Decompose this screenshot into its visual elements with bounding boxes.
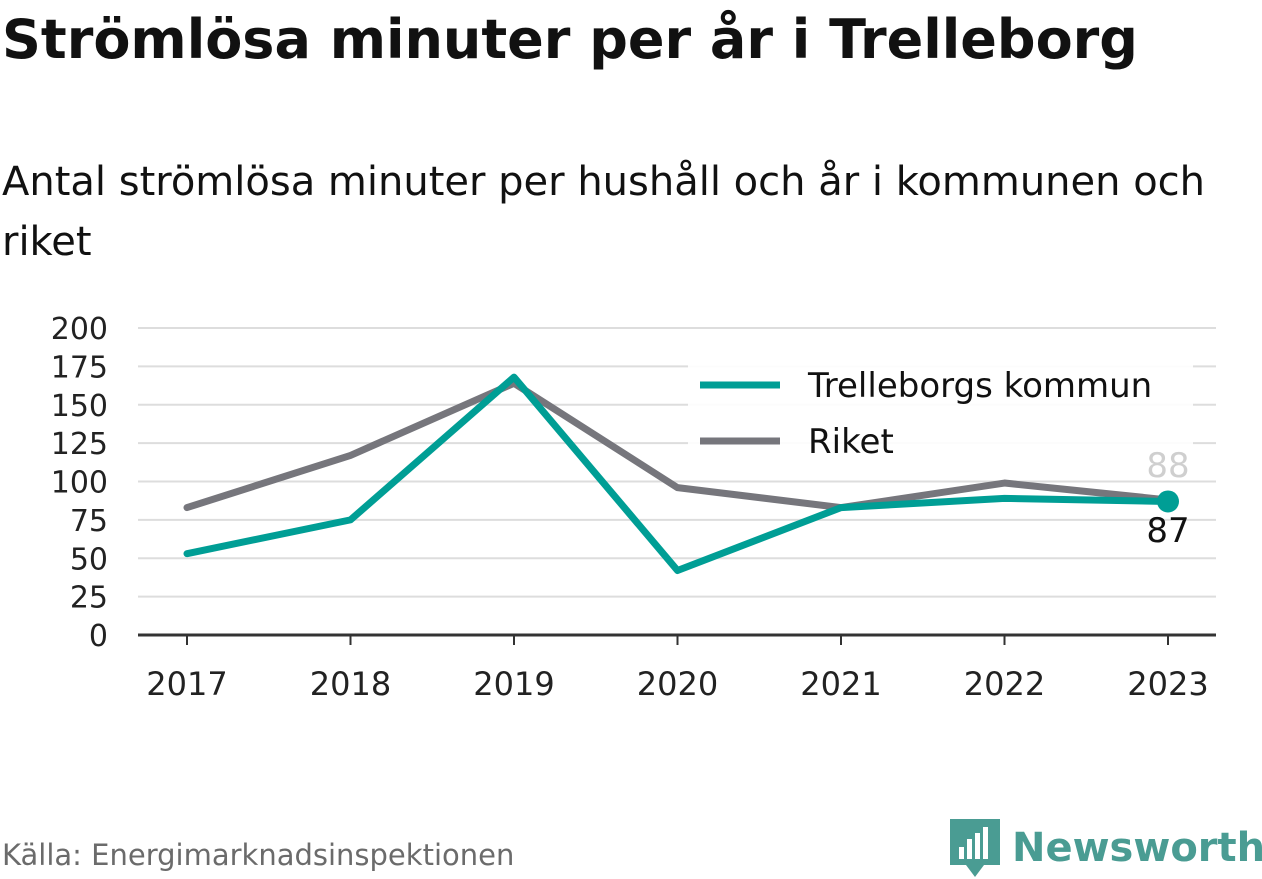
legend-label: Trelleborgs kommun [807,366,1152,406]
chart-title: Strömlösa minuter per år i Trelleborg [2,8,1138,71]
source-note: Källa: Energimarknadsinspektionen [2,838,515,872]
y-tick-label: 125 [51,427,108,462]
series-lines [183,373,1179,575]
x-tick-label: 2022 [964,665,1045,703]
y-tick-label: 50 [70,542,108,577]
legend: Trelleborgs kommun Riket [688,360,1193,472]
x-tick-label: 2021 [800,665,881,703]
end-labels: 88 87 [1146,446,1189,551]
y-tick-label: 0 [89,619,108,654]
y-tick-label: 175 [51,350,108,385]
end-label-riket: 88 [1146,446,1189,486]
end-label-trelleborg: 87 [1146,511,1189,551]
chart-subtitle: Antal strömlösa minuter per hushåll och … [2,159,1206,265]
newsworthy-logo-icon [950,819,1000,877]
series-line-riket [183,379,1172,512]
brand-logo: Newsworthy [950,818,1262,878]
x-axis: 2017 2018 2019 2020 2021 2022 2023 [138,633,1216,703]
y-tick-label: 75 [70,504,108,539]
legend-label: Riket [808,422,894,462]
x-tick-label: 2023 [1127,665,1208,703]
y-tick-label: 200 [51,312,108,347]
x-tick-label: 2019 [473,665,554,703]
y-tick-label: 150 [51,389,108,424]
y-tick-label: 100 [51,466,108,501]
x-tick-label: 2018 [310,665,391,703]
brand-name: Newsworthy [1012,825,1262,871]
y-tick-label: 25 [70,581,108,616]
x-tick-label: 2017 [146,665,227,703]
gridlines [138,327,1216,598]
x-tick-label: 2020 [637,665,718,703]
end-point-marker [1157,490,1179,513]
legend-background [688,360,1193,472]
series-line-trelleborg [183,373,1172,575]
